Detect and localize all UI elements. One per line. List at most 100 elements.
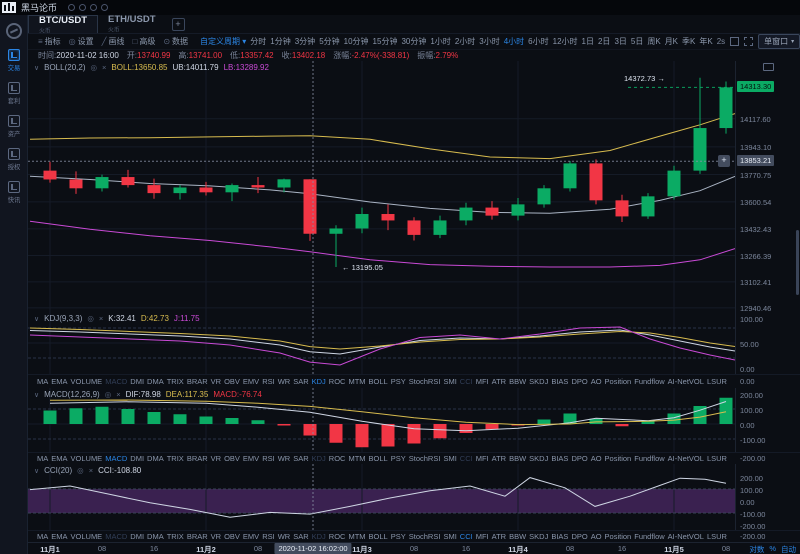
indicator-tab-rsi[interactable]: RSI: [262, 377, 275, 386]
axis-mode-自动[interactable]: 自动: [781, 545, 796, 554]
indicator-tab-skdj[interactable]: SKDJ: [529, 454, 549, 463]
period-季K[interactable]: 季K: [682, 37, 696, 46]
time-axis[interactable]: 对数% 自动 11月1 08 16 11月2 08 11月3 08 16 11月4 08 16 11月5…: [28, 542, 800, 554]
indicator-tab-wr[interactable]: WR: [277, 532, 291, 541]
indicator-tab-ai-netvol[interactable]: AI-NetVOL: [667, 454, 704, 463]
indicator-tab-macd[interactable]: MACD: [105, 377, 128, 386]
tool-画线[interactable]: ╱ 画线: [102, 36, 125, 47]
indicator-tab-trix[interactable]: TRIX: [166, 454, 184, 463]
tool-指标[interactable]: ≡ 指标: [38, 36, 61, 47]
indicator-settings-icon[interactable]: ◎: [77, 466, 84, 475]
indicator-tab-ao[interactable]: AO: [590, 454, 602, 463]
indicator-tab-skdj[interactable]: SKDJ: [529, 377, 549, 386]
indicator-tab-dma[interactable]: DMA: [147, 454, 164, 463]
indicator-tab-ema[interactable]: EMA: [51, 532, 68, 541]
indicator-tab-dpo[interactable]: DPO: [571, 454, 588, 463]
indicator-tab-position[interactable]: Position: [604, 377, 632, 386]
period-15分钟[interactable]: 15分钟: [372, 37, 398, 46]
indicator-close-icon[interactable]: ×: [102, 63, 107, 72]
tool-高级[interactable]: □ 高级: [132, 36, 155, 47]
period-30分钟[interactable]: 30分钟: [401, 37, 427, 46]
period-1小时[interactable]: 1小时: [430, 37, 451, 46]
indicator-tab-smi[interactable]: SMI: [443, 532, 457, 541]
collapse-icon[interactable]: ∨: [34, 64, 40, 72]
sidebar-item-交易[interactable]: 交易: [0, 49, 28, 73]
indicator-tab-mfi[interactable]: MFI: [475, 532, 489, 541]
indicator-tab-psy[interactable]: PSY: [390, 377, 406, 386]
indicator-tab-boll[interactable]: BOLL: [368, 454, 388, 463]
indicator-tab-dma[interactable]: DMA: [147, 377, 164, 386]
indicator-tab-rsi[interactable]: RSI: [262, 532, 275, 541]
indicator-tab-mfi[interactable]: MFI: [475, 377, 489, 386]
custom-period-dropdown[interactable]: 自定义周期 ▾: [200, 37, 247, 46]
indicator-tab-roc[interactable]: ROC: [328, 532, 346, 541]
indicator-tab-smi[interactable]: SMI: [443, 377, 457, 386]
indicator-tab-stochrsi[interactable]: StochRSI: [408, 454, 441, 463]
indicator-tab-emv[interactable]: EMV: [242, 454, 260, 463]
indicator-tab-vr[interactable]: VR: [210, 532, 222, 541]
indicator-tab-wr[interactable]: WR: [277, 454, 291, 463]
indicator-tab-obv[interactable]: OBV: [224, 377, 240, 386]
indicator-tab-boll[interactable]: BOLL: [368, 532, 388, 541]
period-2日[interactable]: 2日: [597, 37, 611, 46]
indicator-tab-bias[interactable]: BIAS: [551, 454, 569, 463]
indicator-tab-dmi[interactable]: DMI: [130, 532, 145, 541]
collapse-icon[interactable]: ∨: [34, 467, 40, 475]
indicator-settings-icon[interactable]: ◎: [87, 314, 94, 323]
period-6小时[interactable]: 6小时: [528, 37, 549, 46]
window-control-icon[interactable]: [79, 4, 87, 11]
period-1日[interactable]: 1日: [581, 37, 594, 46]
indicator-tab-atr[interactable]: ATR: [491, 454, 507, 463]
period-5日[interactable]: 5日: [630, 37, 644, 46]
sidebar-item-授权[interactable]: 授权: [0, 148, 28, 172]
indicator-tab-position[interactable]: Position: [604, 454, 632, 463]
indicator-tab-volume[interactable]: VOLUME: [70, 454, 103, 463]
sidebar-item-套利[interactable]: 套利: [0, 82, 28, 106]
indicator-tab-mtm[interactable]: MTM: [348, 377, 366, 386]
indicator-tab-trix[interactable]: TRIX: [166, 377, 184, 386]
indicator-tab-bbw[interactable]: BBW: [509, 454, 527, 463]
period-4小时[interactable]: 4小时: [503, 37, 525, 46]
indicator-tab-volume[interactable]: VOLUME: [70, 377, 103, 386]
indicator-tab-dmi[interactable]: DMI: [130, 454, 145, 463]
indicator-tab-emv[interactable]: EMV: [242, 532, 260, 541]
indicator-tab-kdj[interactable]: KDJ: [311, 532, 326, 541]
pair-tab-eth-usdt[interactable]: ETH/USDT 火币: [98, 15, 166, 34]
indicator-tab-obv[interactable]: OBV: [224, 454, 240, 463]
indicator-tab-kdj[interactable]: KDJ: [311, 454, 326, 463]
period-周K[interactable]: 周K: [647, 37, 661, 46]
indicator-tab-mtm[interactable]: MTM: [348, 532, 366, 541]
add-order-button[interactable]: +: [718, 155, 730, 168]
indicator-tab-stochrsi[interactable]: StochRSI: [408, 532, 441, 541]
indicator-tab-lsur[interactable]: LSUR: [706, 454, 727, 463]
period-月K[interactable]: 月K: [664, 37, 679, 46]
indicator-tab-obv[interactable]: OBV: [224, 532, 240, 541]
indicator-tab-lsur[interactable]: LSUR: [706, 377, 727, 386]
indicator-tab-dmi[interactable]: DMI: [130, 377, 145, 386]
indicator-tab-ai-netvol[interactable]: AI-NetVOL: [667, 532, 704, 541]
indicator-tab-macd[interactable]: MACD: [105, 532, 128, 541]
axis-mode-对数[interactable]: 对数: [749, 545, 765, 554]
indicator-tab-emv[interactable]: EMV: [242, 377, 260, 386]
indicator-settings-icon[interactable]: ◎: [104, 390, 112, 399]
indicator-tab-ma[interactable]: MA: [37, 532, 49, 541]
indicator-tab-rsi[interactable]: RSI: [262, 454, 275, 463]
indicator-tab-fundflow[interactable]: Fundflow: [634, 532, 665, 541]
window-layout-button[interactable]: 单窗口 ▾: [758, 34, 800, 49]
indicator-tab-bias[interactable]: BIAS: [551, 377, 569, 386]
collapse-icon[interactable]: ∨: [34, 315, 40, 323]
period-3分钟[interactable]: 3分钟: [294, 37, 316, 46]
period-1分钟[interactable]: 1分钟: [270, 37, 291, 46]
indicator-tab-lsur[interactable]: LSUR: [706, 532, 727, 541]
indicator-close-icon[interactable]: ×: [88, 466, 94, 475]
period-2小时[interactable]: 2小时: [454, 37, 476, 46]
indicator-tab-boll[interactable]: BOLL: [368, 377, 388, 386]
window-control-icon[interactable]: [90, 4, 98, 11]
indicator-tab-sar[interactable]: SAR: [293, 532, 309, 541]
axis-mode-%[interactable]: %: [769, 544, 776, 553]
indicator-settings-icon[interactable]: ◎: [90, 63, 98, 72]
indicator-tab-cci[interactable]: CCI: [459, 377, 473, 386]
indicator-tab-sar[interactable]: SAR: [293, 454, 309, 463]
tool-数据[interactable]: ⊙ 数据: [163, 36, 188, 47]
indicator-tab-dma[interactable]: DMA: [147, 532, 164, 541]
